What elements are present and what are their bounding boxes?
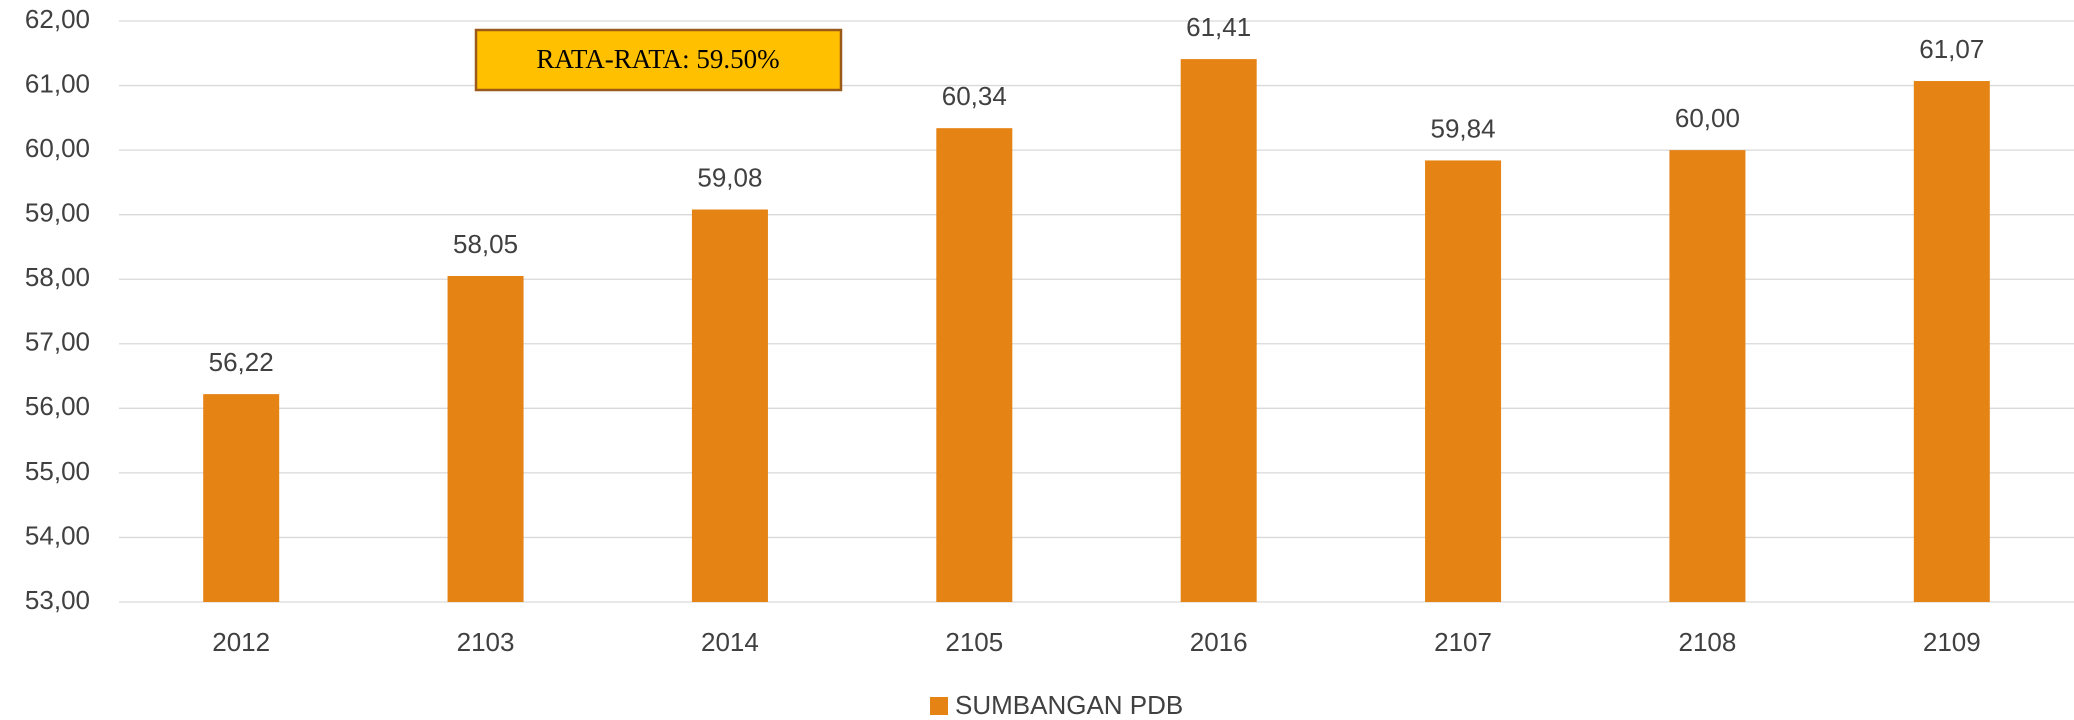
x-tick-label: 2108 <box>1679 627 1737 657</box>
y-tick-label: 59,00 <box>25 198 90 228</box>
value-label: 59,84 <box>1431 113 1496 143</box>
x-tick-label: 2012 <box>212 627 270 657</box>
value-label: 60,34 <box>942 81 1007 111</box>
y-tick-label: 54,00 <box>25 520 90 550</box>
x-tick-label: 2016 <box>1190 627 1248 657</box>
annotation-box <box>474 28 843 92</box>
annotation: RATA-RATA: 59.50% <box>536 44 779 74</box>
y-tick-label: 56,00 <box>25 391 90 421</box>
value-label: 61,41 <box>1186 12 1251 42</box>
bar <box>1913 81 1990 602</box>
y-tick-label: 57,00 <box>25 327 90 357</box>
value-label: 58,05 <box>453 229 518 259</box>
x-tick-label: 2103 <box>457 627 515 657</box>
bar <box>1180 59 1257 603</box>
value-label: 61,07 <box>1919 34 1984 64</box>
legend-swatch <box>930 697 948 715</box>
y-tick-label: 61,00 <box>25 68 90 98</box>
x-tick-label: 2107 <box>1434 627 1492 657</box>
y-tick-label: 53,00 <box>25 585 90 615</box>
bar <box>447 275 524 602</box>
value-label: 56,22 <box>209 347 274 377</box>
bar <box>1669 150 1746 602</box>
value-label: 59,08 <box>697 162 762 192</box>
bar <box>203 394 280 602</box>
y-tick-label: 58,00 <box>25 262 90 292</box>
bar <box>1425 160 1502 602</box>
bar <box>691 209 768 602</box>
legend-label: SUMBANGAN PDB <box>955 690 1183 720</box>
x-tick-label: 2014 <box>701 627 759 657</box>
bar <box>936 128 1013 602</box>
y-tick-label: 62,00 <box>25 4 90 34</box>
y-tick-label: 55,00 <box>25 456 90 486</box>
value-label: 60,00 <box>1675 103 1740 133</box>
x-tick-label: 2105 <box>945 627 1003 657</box>
x-tick-label: 2109 <box>1923 627 1981 657</box>
y-tick-label: 60,00 <box>25 133 90 163</box>
